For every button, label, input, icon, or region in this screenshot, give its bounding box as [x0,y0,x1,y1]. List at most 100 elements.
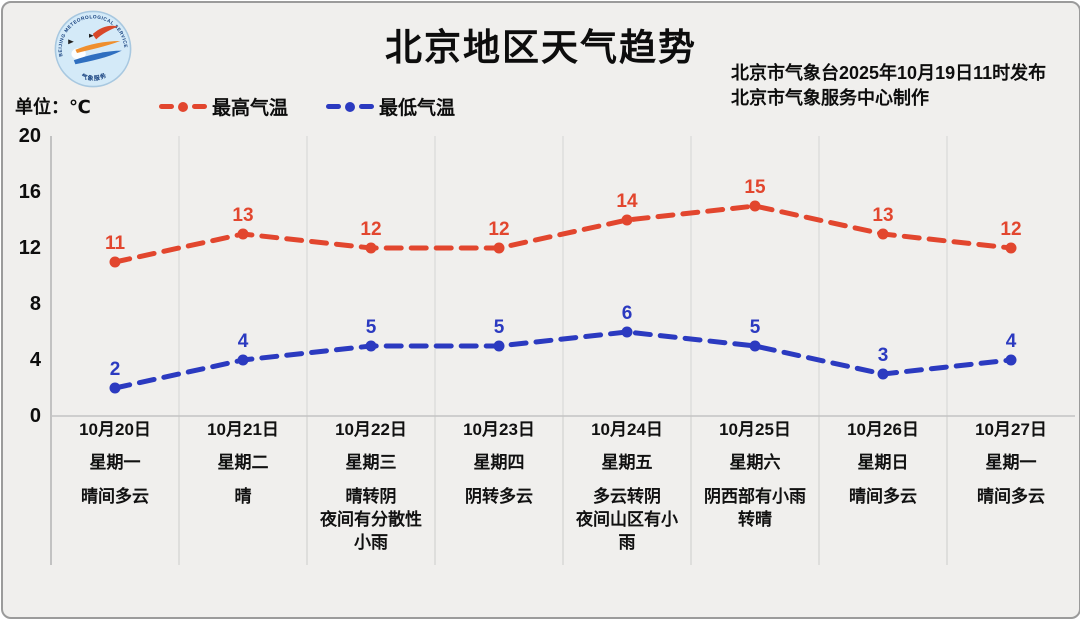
day-date-label: 10月26日 [847,420,919,439]
day-weather-label: 阴西部有小雨 转晴 [704,487,806,529]
day-date-label: 10月25日 [719,420,791,439]
day-weekday-label: 星期日 [857,453,909,472]
data-point [109,256,121,268]
legend-label: 最高气温 [212,98,289,119]
day-date-label: 10月23日 [463,420,535,439]
day-column: 10月24日 星期五多云转阴 夜间山区有小 雨 [563,419,691,554]
beijing-meteorological-service-logo: BEIJING METEOROLOGICAL SERVICE 气象服务 [53,9,133,89]
chart-legend: 最高气温 最低气温 [159,93,455,120]
data-point-label: 15 [744,177,766,198]
data-point-label: 4 [1006,331,1017,352]
day-weekday-label: 星期一 [985,453,1037,472]
data-point-label: 5 [750,317,761,338]
logo-badge-icon: BEIJING METEOROLOGICAL SERVICE 气象服务 [54,10,132,88]
day-date-label: 10月21日 [207,420,279,439]
data-point [877,368,889,380]
marker-dash [326,104,342,109]
day-weekday-label: 星期四 [473,453,525,472]
logo-bird-icon [89,33,94,38]
day-date-label: 10月20日 [79,420,151,439]
day-weather-label: 晴转阴 夜间有分散性 小雨 [320,487,422,552]
issue-info: 北京市气象台2025年10月19日11时发布 北京市气象服务中心制作 [731,61,1046,111]
data-point-label: 6 [622,303,633,324]
unit-label: 单位：℃ [15,97,91,117]
day-column: 10月27日 星期一晴间多云 [947,419,1075,508]
logo-bird-icon [68,39,74,45]
data-point-label: 12 [360,219,381,240]
data-point-label: 11 [105,233,126,254]
day-column: 10月26日 星期日晴间多云 [819,419,947,508]
data-point [493,242,505,254]
day-weather-label: 多云转阴 夜间山区有小 雨 [576,487,678,552]
marker-dash [359,104,375,109]
data-point-label: 3 [878,345,889,366]
data-point [749,340,761,352]
day-weather-label: 晴间多云 [81,487,149,506]
day-date-label: 10月22日 [335,420,407,439]
data-point-label: 5 [366,317,377,338]
day-date-label: 10月27日 [975,420,1047,439]
logo-blue-swoosh [73,50,122,65]
y-tick-label: 8 [29,293,41,315]
logo-red-swoosh [93,25,118,40]
marker-dash [159,104,174,109]
day-date-label: 10月24日 [591,420,663,439]
series-line [112,203,1014,265]
day-column: 10月25日 星期六阴西部有小雨 转晴 [691,419,819,531]
day-column: 10月20日 星期一晴间多云 [51,419,179,508]
data-point [237,228,249,240]
y-tick-label: 16 [18,181,41,203]
y-tick-label: 0 [29,405,41,427]
data-point-label: 5 [494,317,505,338]
day-weekday-label: 星期五 [601,453,653,472]
legend-dashed-line-icon [159,101,207,112]
data-point-label: 12 [1000,219,1021,240]
high-temp-series: 11 13 12 12 14 15 13 12 [105,177,1022,268]
data-point-label: 14 [616,191,638,212]
data-point-label: 4 [238,331,249,352]
data-point-label: 13 [872,205,893,226]
data-point-label: 12 [488,219,509,240]
marker-dot [178,101,188,112]
logo-bottom-text: 气象服务 [79,71,107,83]
page-title: 北京地区天气趋势 [385,27,697,68]
axes [50,136,1075,565]
y-tick-label: 4 [29,349,41,371]
data-point [365,340,377,352]
day-weekday-label: 星期二 [217,453,269,472]
issue-line-1: 北京市气象台2025年10月19日11时发布 [731,63,1047,83]
y-tick-label: 12 [18,237,41,259]
day-weather-label: 晴间多云 [849,487,917,506]
day-column: 10月21日 星期二晴 [179,419,307,508]
data-point [109,382,121,394]
day-weekday-label: 星期一 [89,453,141,472]
data-point [365,242,377,254]
data-point [1005,242,1017,254]
marker-dash [192,104,207,109]
day-column: 10月23日 星期四阴转多云 [435,419,563,508]
legend-label: 最低气温 [379,98,456,119]
day-weather-label: 晴 [234,487,252,506]
trend-plot: 11 13 12 12 14 15 13 12 2 4 5 5 6 5 3 4 [50,136,1075,565]
day-weekday-label: 星期三 [345,453,397,472]
data-point [621,214,633,226]
day-weekday-label: 星期六 [729,453,781,472]
low-temp-series: 2 4 5 5 6 5 3 4 [109,303,1017,394]
marker-dot [345,101,356,112]
day-column: 10月22日 星期三晴转阴 夜间有分散性 小雨 [307,419,435,554]
data-point [877,228,889,240]
logo-orange-swoosh [75,41,121,53]
data-point-label: 13 [232,205,253,226]
legend-dashed-line-icon [326,101,375,112]
series-line [112,329,1014,391]
legend-item-high-temp: 最高气温 [159,93,288,120]
data-point-label: 2 [110,359,121,380]
day-weather-label: 晴间多云 [977,487,1045,506]
svg-text:气象服务: 气象服务 [79,71,108,83]
data-point [237,354,249,366]
day-weather-label: 阴转多云 [465,487,533,506]
data-point [493,340,505,352]
issue-line-2: 北京市气象服务中心制作 [731,88,929,108]
legend-item-low-temp: 最低气温 [326,93,455,120]
